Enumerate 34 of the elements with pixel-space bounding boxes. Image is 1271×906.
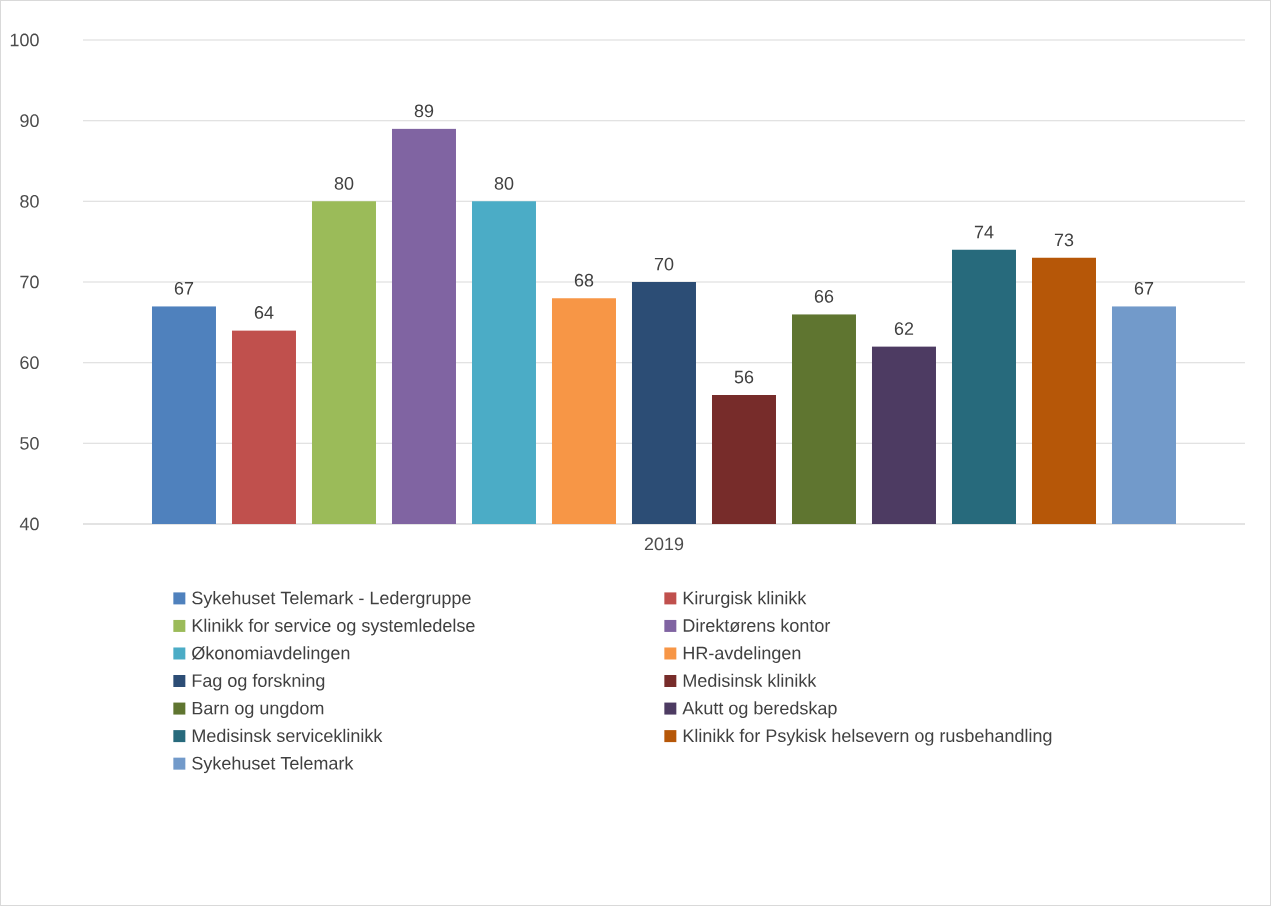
data-label: 62 bbox=[894, 322, 914, 335]
legend-label: Medisinsk serviceklinikk bbox=[192, 728, 383, 743]
legend-label: Sykehuset Telemark - Ledergruppe bbox=[192, 591, 471, 608]
data-label: 74 bbox=[974, 225, 994, 239]
data-label: 73 bbox=[1054, 233, 1074, 247]
y-tick-label: 70 bbox=[20, 275, 39, 289]
y-tick-label: 60 bbox=[20, 356, 39, 370]
data-label: 67 bbox=[174, 281, 194, 295]
y-tick-label: 50 bbox=[20, 436, 39, 450]
legend-label: Akutt og beredskap bbox=[682, 701, 837, 719]
data-label: 66 bbox=[814, 289, 834, 303]
legend-label: Direktørens kontor bbox=[683, 618, 831, 633]
data-label: 80 bbox=[494, 177, 514, 190]
legend-label: Fag og forskning bbox=[192, 673, 325, 691]
legend-label: Barn og ungdom bbox=[192, 701, 324, 719]
y-tick-label: 40 bbox=[19, 517, 39, 531]
y-tick-label: 100 bbox=[10, 33, 39, 47]
data-label: 56 bbox=[734, 370, 754, 384]
legend-label: HR-avdelingen bbox=[683, 646, 801, 663]
y-tick-label: 90 bbox=[20, 114, 39, 128]
legend-label: Kirurgisk klinikk bbox=[683, 591, 807, 608]
legend-label: Økonomiavdelingen bbox=[191, 646, 350, 663]
data-label: 80 bbox=[334, 177, 354, 190]
data-label: 68 bbox=[574, 273, 594, 287]
legend-label: Klinikk for Psykisk helsevern og rusbehandling bbox=[683, 728, 1052, 746]
legend-label: Medisinsk klinikk bbox=[683, 673, 817, 687]
x-tick-label: 2019 bbox=[644, 537, 684, 551]
data-label: 67 bbox=[1134, 281, 1154, 295]
y-tick-label: 80 bbox=[20, 194, 39, 208]
data-label: 64 bbox=[254, 306, 274, 319]
legend-label: Klinikk for service og systemledelse bbox=[192, 618, 475, 636]
data-label: 89 bbox=[414, 104, 434, 118]
legend-label: Sykehuset Telemark bbox=[192, 756, 354, 774]
data-label: 70 bbox=[654, 257, 674, 271]
